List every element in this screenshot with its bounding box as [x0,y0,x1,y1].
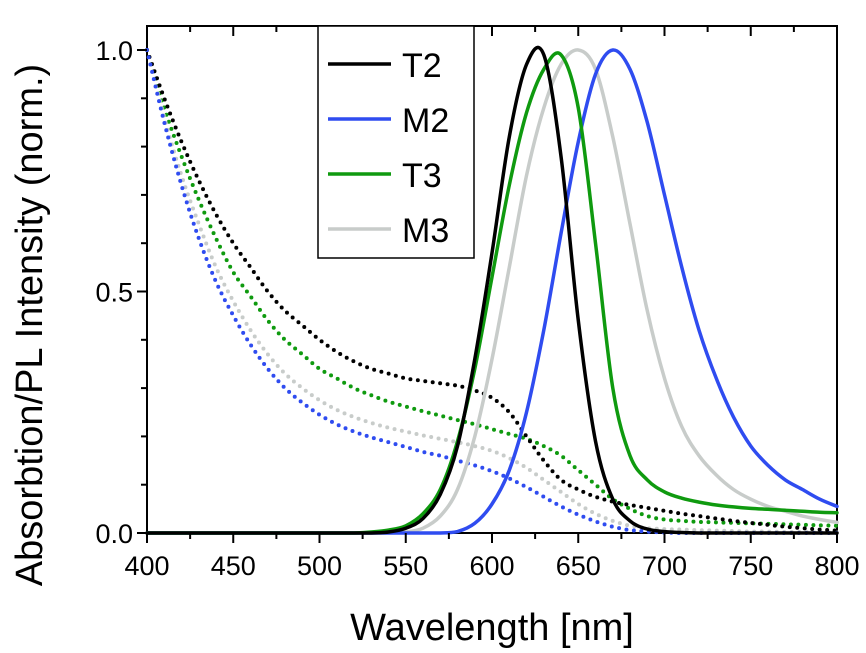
series-m2 [145,48,839,535]
y-tick-label: 1.0 [95,36,133,66]
x-axis-title: Wavelength [nm] [350,607,634,649]
series-t2-absorption [145,48,839,533]
x-tick-label: 600 [469,551,514,581]
x-tick-label: 550 [383,551,428,581]
y-tick-label: 0.0 [95,519,133,549]
x-axis: 400 450 500 550 600 650 700 750 800 [124,26,860,581]
y-axis-title: Absorbtion/PL Intensity (norm.) [9,64,51,586]
series-t2 [145,45,839,535]
series-group [145,45,839,535]
legend-label-m3: M3 [402,212,449,250]
x-tick-label: 750 [728,551,773,581]
legend-label-m2: M2 [402,102,449,140]
legend-label-t2: T2 [402,47,442,85]
y-axis: 0.0 0.5 1.0 [95,36,147,549]
legend-box [317,25,475,259]
series-t3-absorption [145,48,839,528]
x-tick-label: 400 [124,551,169,581]
legend-label-t3: T3 [402,157,442,195]
legend: T2 M2 T3 M3 [317,25,475,259]
x-tick-label: 650 [556,551,601,581]
x-tick-label: 450 [211,551,256,581]
y-tick-label: 0.5 [95,278,133,308]
series-m3-absorption [145,48,839,535]
x-tick-label: 700 [642,551,687,581]
series-m3 [145,48,839,535]
x-tick-label: 800 [814,551,859,581]
series-m2-absorption [145,48,839,535]
x-tick-label: 500 [297,551,342,581]
series-t3 [145,51,839,535]
